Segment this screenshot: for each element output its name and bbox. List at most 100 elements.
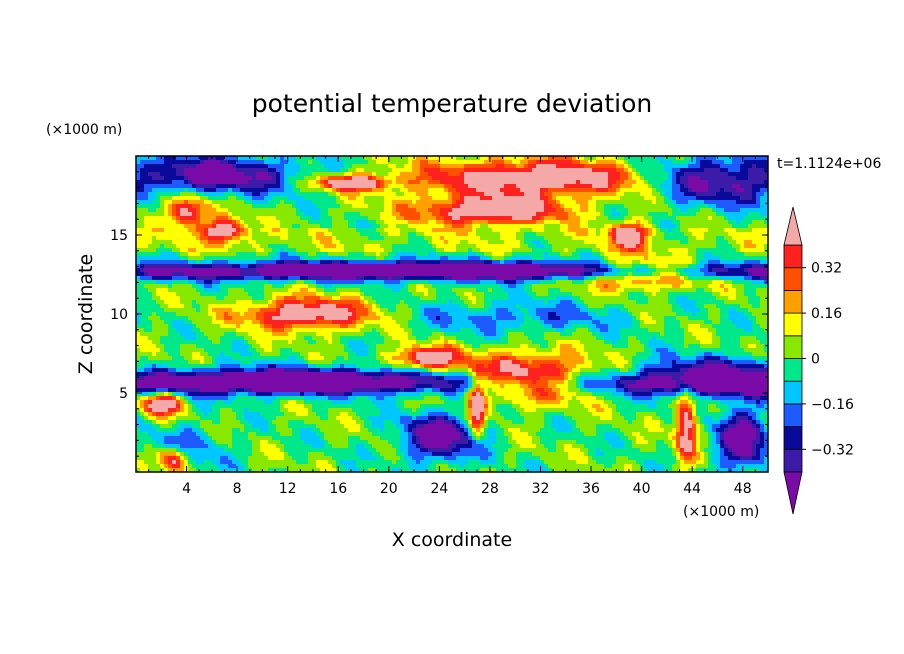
heat-cell bbox=[432, 364, 445, 369]
heat-cell bbox=[184, 172, 245, 177]
heat-cell bbox=[428, 324, 441, 329]
heat-cell bbox=[640, 312, 649, 317]
heat-cell bbox=[644, 424, 661, 429]
heat-cell bbox=[484, 420, 489, 425]
heat-cell bbox=[168, 364, 217, 369]
heat-cell bbox=[256, 268, 585, 273]
heat-cell bbox=[600, 448, 641, 453]
heat-cell bbox=[616, 168, 625, 173]
heat-cell bbox=[408, 432, 413, 437]
heat-cell bbox=[556, 384, 569, 389]
heat-cell bbox=[536, 432, 585, 437]
heat-cell bbox=[592, 328, 601, 333]
heat-cell bbox=[568, 272, 581, 277]
heat-cell bbox=[444, 376, 469, 381]
heat-cell bbox=[320, 428, 349, 433]
heat-cell bbox=[476, 296, 485, 301]
heat-cell bbox=[756, 444, 765, 449]
heat-cell bbox=[572, 372, 581, 377]
heat-cell bbox=[576, 376, 581, 381]
heat-cell bbox=[540, 280, 557, 285]
heat-cell bbox=[252, 344, 261, 349]
heat-cell bbox=[448, 396, 461, 401]
heat-cell bbox=[628, 168, 633, 173]
heat-cell bbox=[572, 252, 581, 257]
heat-cell bbox=[340, 188, 357, 193]
heat-cell bbox=[612, 228, 617, 233]
heat-cell bbox=[436, 420, 445, 425]
heat-cell bbox=[452, 424, 457, 429]
heat-cell bbox=[308, 232, 317, 237]
heat-cell bbox=[680, 324, 689, 329]
heat-cell bbox=[344, 212, 361, 217]
heat-cell bbox=[160, 196, 173, 201]
heat-cell bbox=[472, 348, 489, 353]
heat-cell bbox=[704, 416, 713, 421]
heat-cell bbox=[424, 320, 433, 325]
heat-cell bbox=[488, 156, 505, 161]
heat-cell bbox=[700, 344, 721, 349]
heat-cell bbox=[744, 392, 765, 397]
heat-cell bbox=[396, 260, 401, 265]
heat-cell bbox=[188, 208, 197, 213]
heat-cell bbox=[380, 376, 409, 381]
heat-cell bbox=[408, 224, 445, 229]
heat-cell bbox=[724, 452, 733, 457]
heat-cell bbox=[600, 320, 633, 325]
heat-cell bbox=[232, 220, 237, 225]
heat-cell bbox=[164, 392, 169, 397]
heat-cell bbox=[412, 308, 421, 313]
heat-cell bbox=[588, 352, 605, 357]
heat-cell bbox=[232, 408, 245, 413]
heat-cell bbox=[724, 264, 741, 269]
heat-cell bbox=[688, 184, 709, 189]
heat-cell bbox=[136, 164, 145, 169]
heat-cell bbox=[364, 424, 373, 429]
x-tick-label: 28 bbox=[481, 481, 499, 497]
heat-cell bbox=[684, 432, 689, 437]
heat-cell bbox=[680, 188, 689, 193]
heat-cell bbox=[356, 420, 365, 425]
heat-cell bbox=[460, 416, 465, 421]
heat-cell bbox=[272, 400, 281, 405]
heat-cell bbox=[560, 300, 573, 305]
heat-cell bbox=[188, 396, 193, 401]
heat-cell bbox=[280, 248, 285, 253]
heat-cell bbox=[648, 244, 653, 249]
heat-cell bbox=[200, 428, 205, 433]
heat-cell bbox=[644, 368, 681, 373]
heat-cell bbox=[624, 384, 629, 389]
heat-cell bbox=[308, 228, 329, 233]
heat-cell bbox=[480, 468, 497, 472]
heat-cell bbox=[152, 364, 157, 369]
heat-cell bbox=[488, 288, 493, 293]
heat-cell bbox=[724, 352, 753, 357]
heat-cell bbox=[268, 428, 277, 433]
heat-cell bbox=[212, 420, 221, 425]
heat-cell bbox=[264, 296, 273, 301]
heat-cell bbox=[608, 260, 617, 265]
heat-cell bbox=[504, 396, 529, 401]
heat-cell bbox=[196, 192, 205, 197]
heat-cell bbox=[440, 212, 449, 217]
heat-cell bbox=[300, 208, 321, 213]
heat-cell bbox=[540, 440, 557, 445]
heat-cell bbox=[304, 356, 309, 361]
heat-cell bbox=[136, 204, 161, 209]
heat-cell bbox=[256, 396, 277, 401]
heat-cell bbox=[516, 316, 525, 321]
heat-cell bbox=[640, 316, 653, 321]
heat-cell bbox=[144, 264, 193, 269]
heat-cell bbox=[636, 436, 645, 441]
heat-cell bbox=[420, 196, 433, 201]
heat-cell bbox=[764, 180, 768, 185]
heat-cell bbox=[324, 292, 341, 297]
heat-cell bbox=[348, 352, 357, 357]
heat-cell bbox=[472, 220, 489, 225]
heat-cell bbox=[376, 396, 385, 401]
heat-cell bbox=[756, 192, 765, 197]
heat-cell bbox=[748, 176, 768, 181]
heat-cell bbox=[472, 300, 477, 305]
heat-cell bbox=[736, 188, 745, 193]
heat-cell bbox=[160, 396, 173, 401]
